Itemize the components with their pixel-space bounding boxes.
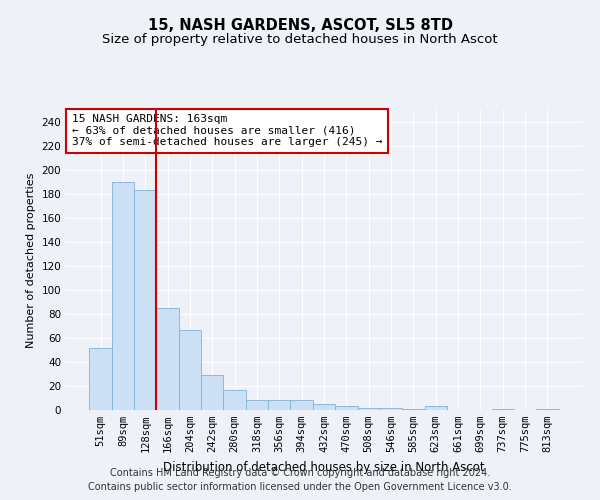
Bar (268, 400, 290, 410)
Bar (402, 409, 425, 410)
Text: Size of property relative to detached houses in North Ascot: Size of property relative to detached ho… (102, 32, 498, 46)
Bar (358, 408, 380, 410)
Text: 15, NASH GARDENS, ASCOT, SL5 8TD: 15, NASH GARDENS, ASCOT, SL5 8TD (148, 18, 452, 32)
Bar (313, 404, 335, 410)
Bar (425, 406, 447, 410)
Bar (157, 308, 179, 410)
Bar (223, 390, 246, 410)
Bar (380, 408, 402, 410)
Bar (179, 330, 201, 410)
Bar (89, 348, 112, 410)
Bar (290, 400, 313, 410)
Text: 15 NASH GARDENS: 163sqm
← 63% of detached houses are smaller (416)
37% of semi-d: 15 NASH GARDENS: 163sqm ← 63% of detache… (71, 114, 382, 148)
X-axis label: Distribution of detached houses by size in North Ascot: Distribution of detached houses by size … (163, 460, 485, 473)
Bar (491, 409, 514, 410)
Text: Contains HM Land Registry data © Crown copyright and database right 2024.
Contai: Contains HM Land Registry data © Crown c… (88, 468, 512, 492)
Bar (134, 190, 157, 410)
Bar (335, 406, 358, 410)
Bar (201, 375, 223, 410)
Y-axis label: Number of detached properties: Number of detached properties (26, 172, 36, 348)
Bar (112, 182, 134, 410)
Bar (246, 400, 268, 410)
Bar (536, 409, 559, 410)
